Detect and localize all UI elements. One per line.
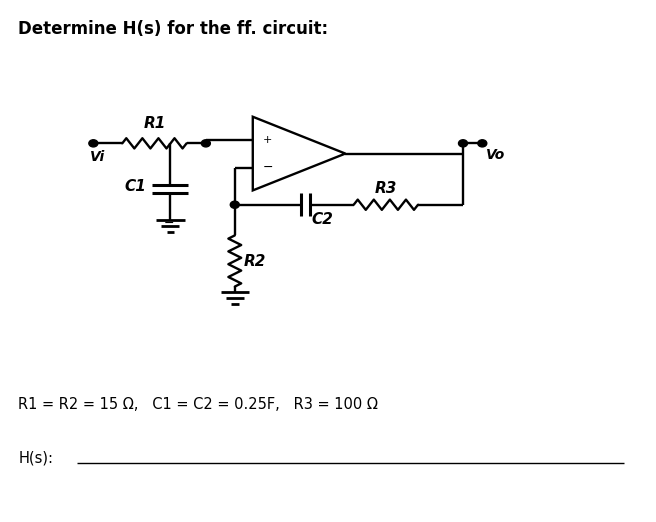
- Text: R3: R3: [375, 181, 397, 196]
- Text: C1: C1: [124, 180, 146, 194]
- Text: Vi: Vi: [90, 150, 106, 164]
- Circle shape: [459, 140, 468, 147]
- Text: H(s):: H(s):: [18, 450, 53, 466]
- Text: R1: R1: [143, 115, 165, 130]
- Text: R2: R2: [244, 254, 266, 268]
- Text: C2: C2: [312, 212, 334, 228]
- Text: Determine H(s) for the ff. circuit:: Determine H(s) for the ff. circuit:: [18, 19, 328, 38]
- Text: −: −: [262, 161, 273, 174]
- Text: R1 = R2 = 15 Ω,   C1 = C2 = 0.25F,   R3 = 100 Ω: R1 = R2 = 15 Ω, C1 = C2 = 0.25F, R3 = 10…: [18, 397, 378, 412]
- Text: +: +: [263, 135, 272, 145]
- Circle shape: [478, 140, 487, 147]
- Text: −: −: [164, 217, 174, 230]
- Circle shape: [89, 140, 98, 147]
- Circle shape: [230, 201, 239, 208]
- Text: Vo: Vo: [485, 148, 504, 162]
- Circle shape: [201, 140, 211, 147]
